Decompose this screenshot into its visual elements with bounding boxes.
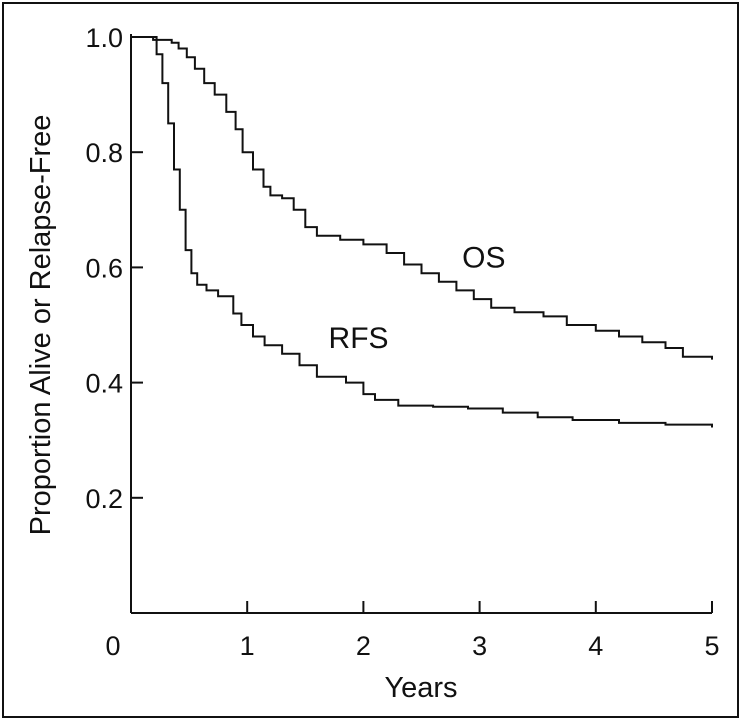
rfs-step-line [131,36,713,428]
x-tick-label: 3 [472,631,487,661]
y-tick-label: 0.2 [85,484,123,514]
y-tick-label: 0.8 [85,138,123,168]
y-tick-label: 0.6 [85,253,123,283]
os-series-label: OS [462,241,505,274]
x-tick-label: 0 [105,631,120,661]
x-tick-label: 1 [240,631,255,661]
x-tick-label: 5 [704,631,719,661]
series-layer: OS RFS [131,36,713,428]
x-tick-label: 2 [356,631,371,661]
rfs-series-label: RFS [329,322,389,355]
y-axis-title: Proportion Alive or Relapse-Free [25,115,57,536]
axes: 0 1 2 3 4 5 0.2 0.4 0.6 0.8 1.0 [85,23,719,661]
x-axis-title: Years [384,672,457,704]
x-tick-label: 4 [588,631,603,661]
y-tick-label: 1.0 [85,23,123,53]
y-tick-label: 0.4 [85,369,123,399]
os-step-line [131,36,713,360]
